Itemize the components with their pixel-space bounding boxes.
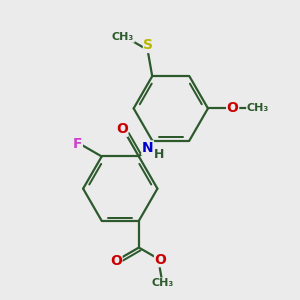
Text: CH₃: CH₃ <box>112 32 134 42</box>
Text: F: F <box>73 137 82 151</box>
Text: N: N <box>142 141 154 155</box>
Text: H: H <box>154 148 164 161</box>
Text: O: O <box>154 253 166 267</box>
Text: CH₃: CH₃ <box>247 103 269 113</box>
Text: S: S <box>143 38 154 52</box>
Text: CH₃: CH₃ <box>151 278 173 288</box>
Text: O: O <box>116 122 128 136</box>
Text: O: O <box>227 101 239 116</box>
Text: O: O <box>110 254 122 268</box>
